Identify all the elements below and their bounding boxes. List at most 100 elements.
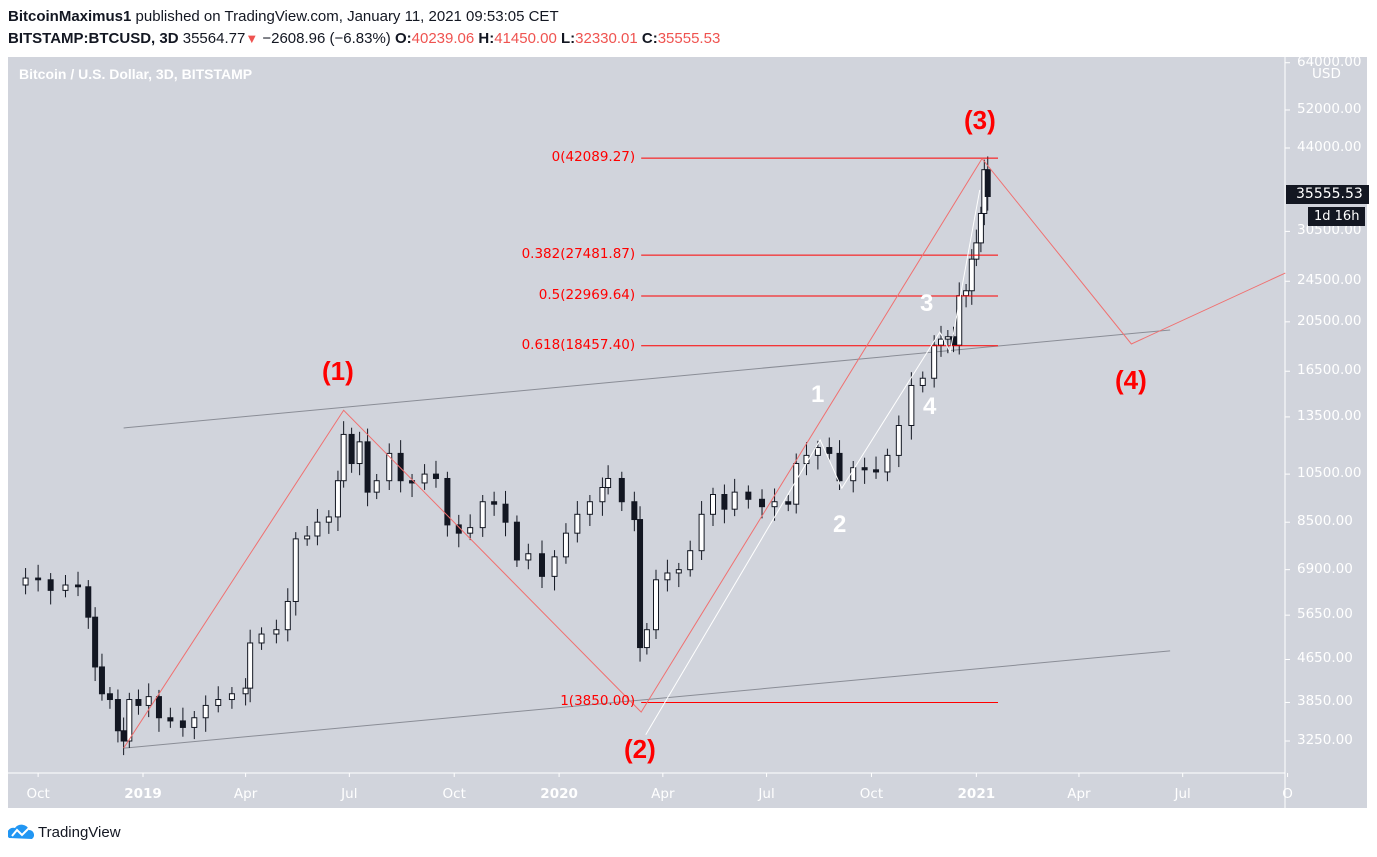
candle-up	[973, 242, 980, 260]
candle-up	[273, 629, 280, 635]
subwave-label-3: 3	[920, 290, 934, 317]
chart-background	[8, 57, 1367, 808]
author[interactable]: BitcoinMaximus1	[8, 8, 132, 25]
fib-level-label: 0(42089.27)	[551, 149, 636, 166]
down-arrow-icon: ▼	[245, 31, 259, 46]
candle-up	[931, 344, 938, 379]
candle-up	[586, 501, 593, 515]
candle-up	[373, 480, 380, 493]
candle-up	[551, 556, 558, 577]
candle-down	[364, 441, 371, 493]
candle-down	[106, 693, 113, 701]
time-tick-label: 2021	[957, 786, 996, 802]
candle-down	[92, 616, 99, 668]
candle-up	[710, 494, 716, 515]
candle-up	[242, 687, 249, 695]
candle-up	[884, 454, 891, 473]
time-tick-label: Oct	[26, 786, 50, 802]
candle-up	[944, 336, 951, 340]
candle-up	[340, 433, 347, 482]
time-tick-label: Oct	[859, 786, 884, 802]
price-tick-label: 24500.00	[1297, 272, 1362, 289]
time-tick-label: Oct	[442, 786, 466, 802]
price-tick-label: 20500.00	[1297, 312, 1362, 329]
candle-up	[938, 338, 944, 346]
candle-up	[653, 579, 659, 631]
candle-down	[539, 553, 545, 577]
candle-up	[325, 516, 332, 523]
candle-up	[731, 491, 738, 510]
price-tick-label: 16500.00	[1297, 362, 1362, 379]
candle-up	[599, 487, 606, 503]
candle-up	[386, 452, 393, 482]
high-label: H:	[478, 30, 495, 47]
time-tick-label: 2020	[540, 786, 578, 802]
price-tick-label: 3850.00	[1297, 693, 1353, 710]
chart-title: Bitcoin / U.S. Dollar, 3D, BITSTAMP	[19, 66, 253, 82]
wave-label-3: (3)	[964, 105, 996, 135]
candle-down	[745, 491, 752, 500]
candle-up	[525, 553, 532, 561]
high-value: 41450.00	[494, 30, 557, 47]
candle-down	[35, 577, 42, 581]
candle-up	[467, 527, 474, 534]
candle-down	[721, 494, 728, 510]
tradingview-logo[interactable]: TradingView	[8, 823, 121, 841]
candle-up	[314, 521, 321, 537]
candle-down	[75, 584, 82, 588]
candle-down	[155, 696, 162, 719]
candle-up	[126, 699, 133, 742]
candle-down	[618, 477, 625, 503]
candle-up	[228, 693, 235, 701]
price-tick-label: 64000.00	[1297, 53, 1362, 70]
candle-down	[444, 477, 451, 526]
fib-level-label: 0.5(22969.64)	[538, 286, 636, 303]
candle-up	[22, 577, 29, 586]
price-tick-label: 13500.00	[1297, 407, 1362, 424]
candle-down	[167, 717, 174, 722]
fib-level-label: 0.618(18457.40)	[521, 336, 636, 353]
candle-up	[771, 501, 778, 508]
candle-down	[179, 720, 186, 728]
symbol-info: BITSTAMP:BTCUSD, 3D 35564.77▼ −2608.96 (…	[8, 30, 720, 47]
candle-down	[135, 699, 142, 706]
price-tick-label: 10500.00	[1297, 465, 1362, 482]
low-value: 32330.01	[575, 30, 638, 47]
candle-up	[284, 600, 291, 631]
time-tick-label: Apr	[651, 786, 675, 802]
candle-up	[479, 501, 486, 529]
subwave-label-2: 2	[833, 511, 847, 538]
time-tick-label: Apr	[233, 786, 258, 802]
candle-up	[687, 550, 694, 571]
time-tick-label: 2019	[124, 786, 162, 802]
time-tick-label: Apr	[1067, 786, 1091, 802]
candle-up	[202, 704, 209, 719]
candle-up	[643, 629, 650, 649]
last-price: 35564.77	[182, 30, 246, 47]
subwave-label-1: 1	[811, 381, 825, 408]
publish-text: published on TradingView.com, January 11…	[135, 8, 559, 25]
candle-up	[968, 258, 975, 292]
candle-down	[631, 501, 638, 521]
candle-down	[502, 503, 509, 523]
candle-up	[191, 717, 198, 728]
price-tick-label: 8500.00	[1297, 513, 1353, 530]
time-tick-label: Jul	[1174, 786, 1191, 802]
candle-up	[963, 290, 970, 297]
subwave-label-4: 4	[923, 393, 937, 420]
close-label: C:	[641, 30, 658, 47]
candle-up	[698, 513, 705, 552]
candle-down	[432, 473, 439, 479]
candle-down	[513, 521, 520, 561]
candle-up	[814, 447, 821, 456]
price-tick-label: 6900.00	[1297, 560, 1353, 577]
change: −2608.96 (−6.83%)	[262, 30, 391, 47]
candle-up	[605, 477, 612, 489]
price-tick-label: 44000.00	[1297, 139, 1362, 155]
candle-up	[664, 572, 671, 581]
candle-up	[334, 480, 341, 518]
bar-countdown: 1d 16h	[1308, 207, 1366, 226]
time-tick-label: Jul	[758, 786, 775, 802]
candle-up	[421, 473, 428, 484]
